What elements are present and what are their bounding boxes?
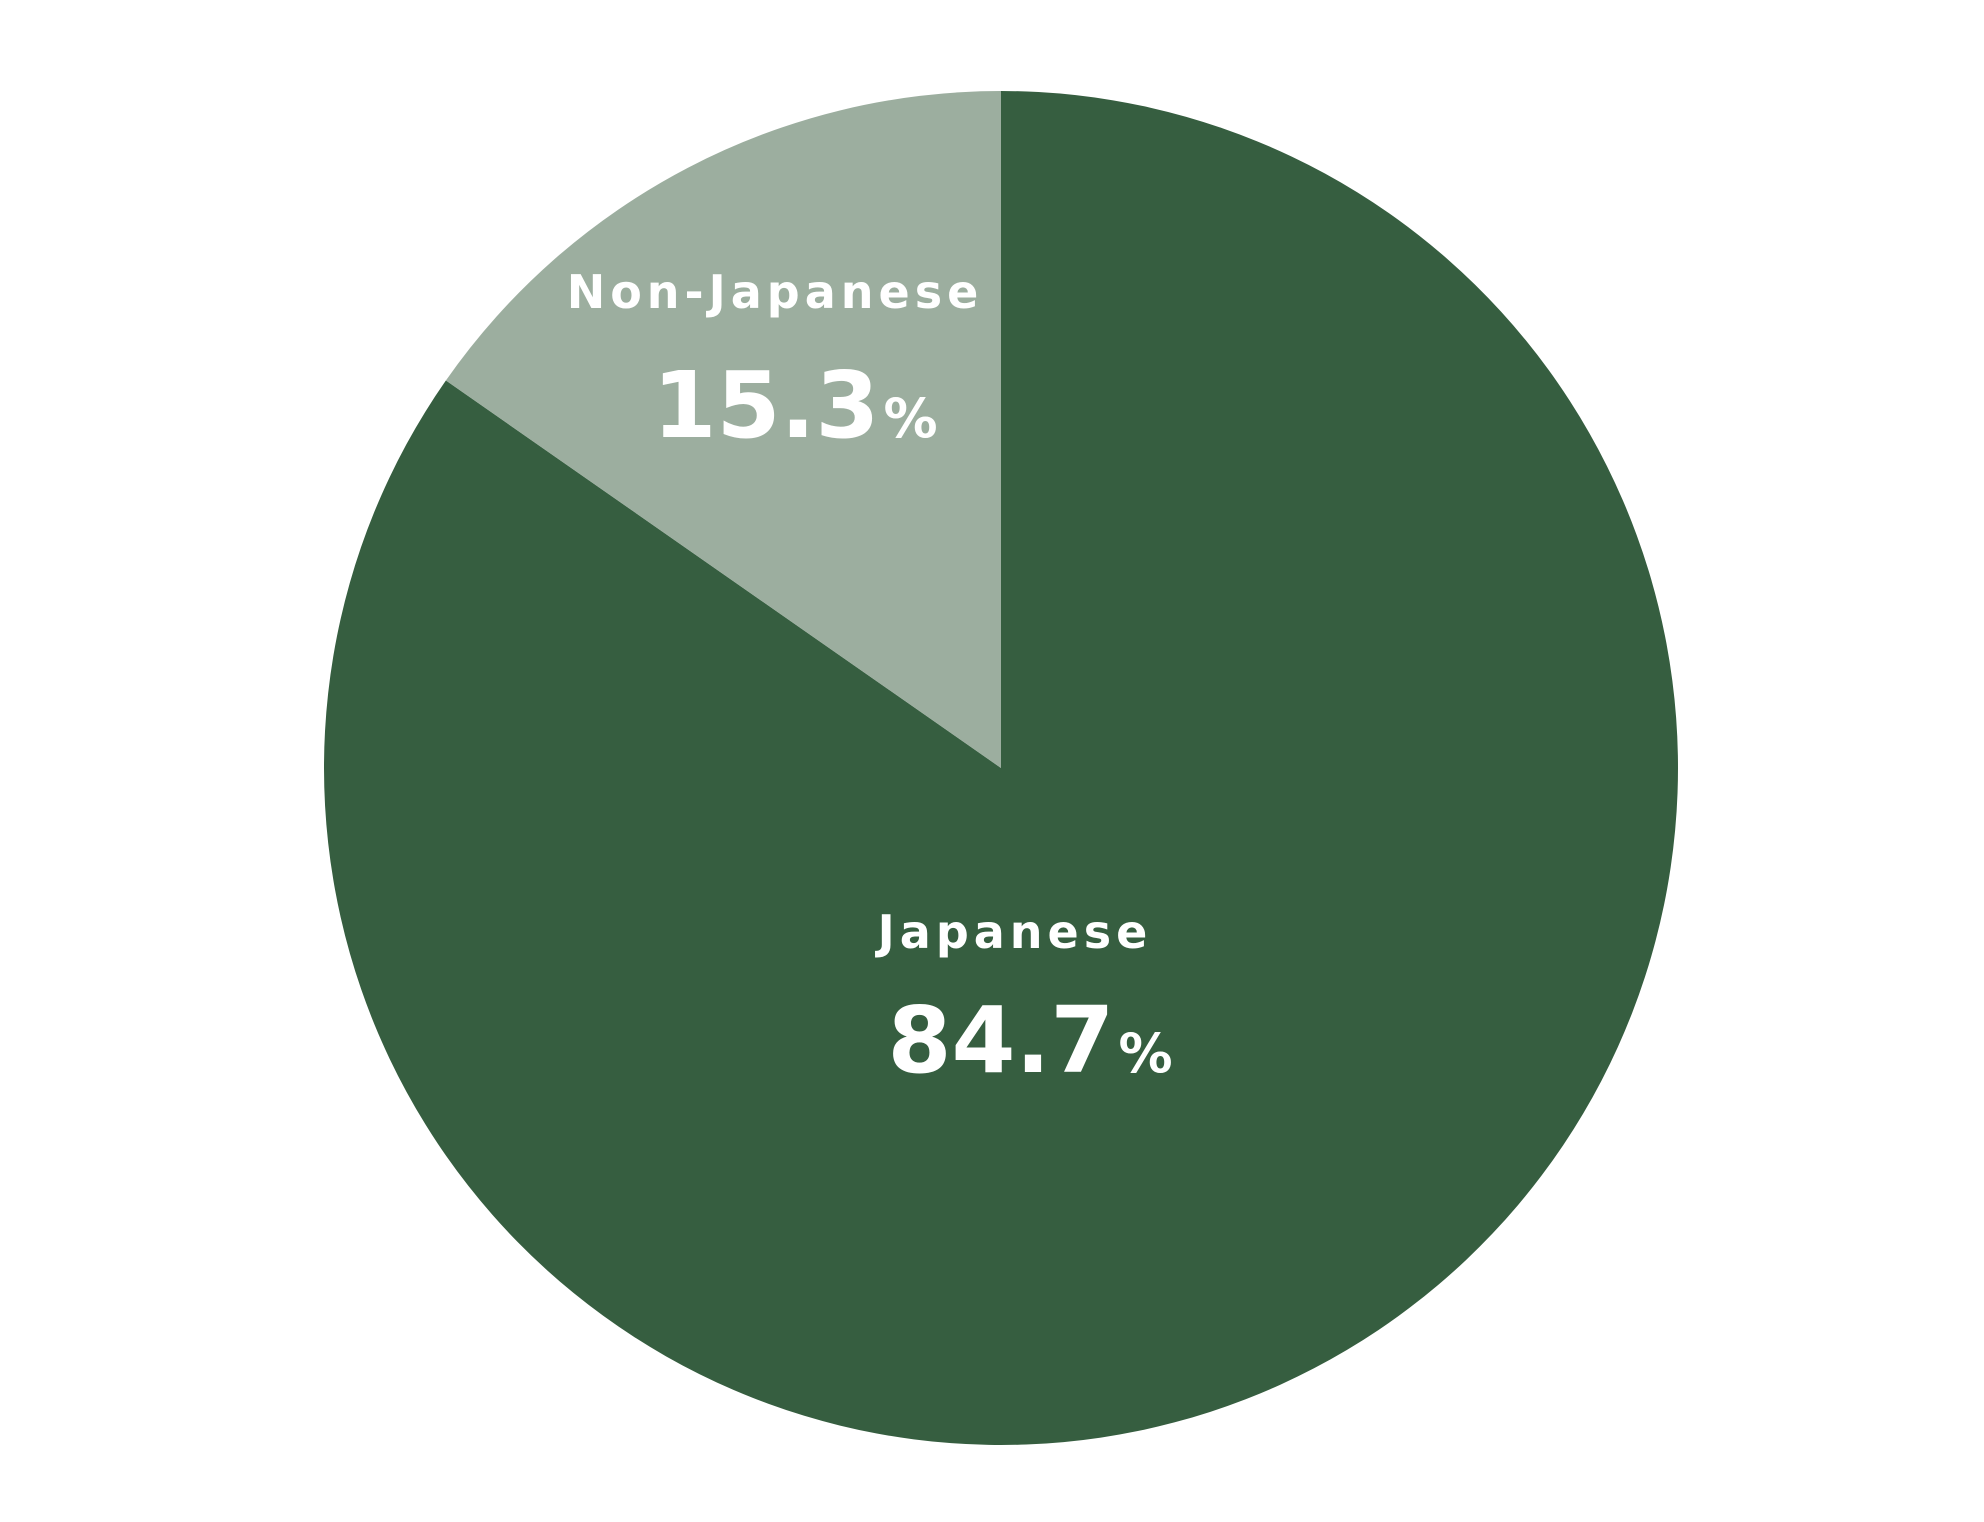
slice-label: Japanese [875,905,1153,959]
labels: Japanese 84.7% Non-Japanese 15.3% [567,265,1173,1094]
pie [324,91,1678,1445]
value-label: 15.3% [652,352,937,459]
slice-label: Non-Japanese [567,265,984,319]
pie-slice [445,91,1001,768]
value-label: 84.7% [887,987,1172,1094]
